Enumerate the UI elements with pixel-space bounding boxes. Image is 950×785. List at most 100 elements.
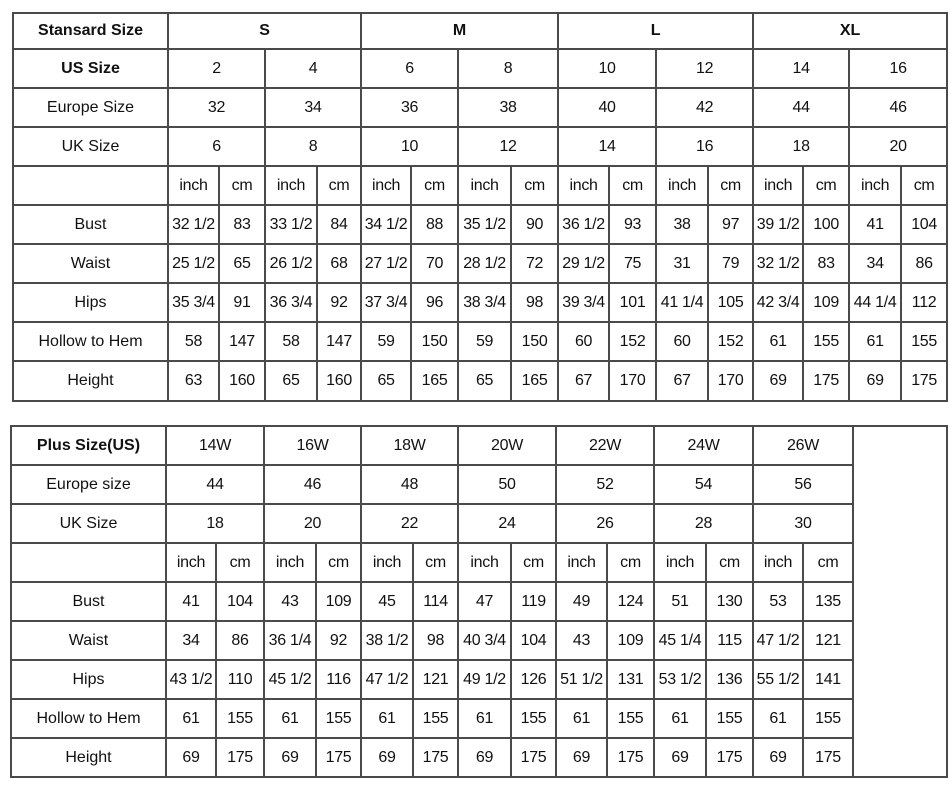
unit-cm: cm xyxy=(606,542,655,583)
unit-inch: inch xyxy=(457,542,512,583)
plus-us-size-value: 26W xyxy=(752,425,854,466)
unit-inch: inch xyxy=(457,165,513,206)
measurement-value: 147 xyxy=(315,321,363,362)
measurement-value: 96 xyxy=(410,282,460,323)
measurement-label: Height xyxy=(12,360,169,402)
plus-us-size-value: 20W xyxy=(457,425,557,466)
unit-inch: inch xyxy=(165,542,217,583)
measurement-value: 135 xyxy=(802,581,854,622)
unit-inch: inch xyxy=(653,542,707,583)
measurement-value: 61 xyxy=(653,698,707,739)
measurement-value: 109 xyxy=(315,581,362,622)
unit-inch: inch xyxy=(263,542,317,583)
measurement-value: 147 xyxy=(218,321,266,362)
measurement-value: 98 xyxy=(510,282,560,323)
plus-europe-size-row-label: Europe size xyxy=(10,464,167,505)
unit-inch: inch xyxy=(360,165,413,206)
measurement-value: 69 xyxy=(457,737,512,778)
unit-cm: cm xyxy=(218,165,266,206)
measurement-value: 175 xyxy=(215,737,265,778)
measurement-value: 61 xyxy=(555,698,608,739)
measurement-value: 38 1/2 xyxy=(360,620,414,661)
size-group-row: Stansard Size S M L XL xyxy=(12,12,949,50)
measurement-value: 49 1/2 xyxy=(457,659,512,700)
measurement-value: 92 xyxy=(315,282,363,323)
measurement-value: 70 xyxy=(410,243,460,284)
europe-size-value: 34 xyxy=(263,87,363,128)
us-size-value: 16 xyxy=(848,48,949,89)
measurement-value: 86 xyxy=(900,243,949,284)
unit-cm: cm xyxy=(215,542,265,583)
uk-size-value: 8 xyxy=(263,126,363,167)
unit-inch: inch xyxy=(752,542,804,583)
uk-size-value: 12 xyxy=(457,126,560,167)
measurement-value: 152 xyxy=(707,321,755,362)
header-label: Plus Size(US) xyxy=(10,425,167,466)
measurement-value: 45 1/4 xyxy=(653,620,707,661)
measurement-value: 31 xyxy=(655,243,710,284)
measurement-label: Hollow to Hem xyxy=(12,321,169,362)
measurement-value: 115 xyxy=(705,620,754,661)
europe-size-value: 42 xyxy=(655,87,755,128)
measurement-value: 130 xyxy=(705,581,754,622)
size-group-l: L xyxy=(557,12,755,50)
measurement-value: 65 xyxy=(218,243,266,284)
measurement-value: 105 xyxy=(707,282,755,323)
measurement-value: 175 xyxy=(315,737,362,778)
plus-size-chart: Plus Size(US) 14W 16W 18W 20W 22W 24W 26W Europe… xyxy=(10,425,948,778)
measurement-label: Hips xyxy=(10,659,167,700)
measurement-value: 97 xyxy=(707,204,755,245)
unit-cm: cm xyxy=(608,165,658,206)
europe-size-value: 32 xyxy=(167,87,266,128)
measurement-label: Hollow to Hem xyxy=(10,698,167,739)
measurement-value: 65 xyxy=(360,360,413,402)
measurement-value: 110 xyxy=(215,659,265,700)
plus-us-size-row: Plus Size(US) 14W 16W 18W 20W 22W 24W 26W xyxy=(10,425,948,778)
measurement-value: 170 xyxy=(707,360,755,402)
uk-size-value: 14 xyxy=(557,126,658,167)
us-size-row: US Size 2 4 6 8 10 12 14 16 xyxy=(12,48,949,89)
unit-row: inch cm inch cm inch cm inch cm inch cm inch cm inch… xyxy=(12,165,949,206)
unit-inch: inch xyxy=(555,542,608,583)
measurement-value: 119 xyxy=(510,581,557,622)
measurement-value: 42 3/4 xyxy=(752,282,805,323)
measurement-value: 25 1/2 xyxy=(167,243,220,284)
measurement-value: 175 xyxy=(705,737,754,778)
measurement-value: 104 xyxy=(510,620,557,661)
unit-row-blank xyxy=(10,542,167,583)
measurement-value: 34 xyxy=(848,243,903,284)
measurement-value: 136 xyxy=(705,659,754,700)
measurement-value: 28 1/2 xyxy=(457,243,513,284)
measurement-value: 92 xyxy=(315,620,362,661)
measurement-value: 155 xyxy=(315,698,362,739)
measurement-value: 155 xyxy=(802,321,851,362)
measurement-value: 101 xyxy=(608,282,658,323)
uk-size-row-label: UK Size xyxy=(12,126,169,167)
europe-size-row: Europe Size 32 34 36 38 40 42 44 46 xyxy=(12,87,949,128)
measurement-value: 69 xyxy=(555,737,608,778)
measurement-value: 126 xyxy=(510,659,557,700)
measurement-value: 29 1/2 xyxy=(557,243,611,284)
measurement-value: 67 xyxy=(655,360,710,402)
measurement-value: 61 xyxy=(752,321,805,362)
measurement-value: 36 3/4 xyxy=(264,282,318,323)
standard-size-chart: Stansard Size S M L XL US Size 2 4 6 8 10 12 14 16 Eur… xyxy=(12,12,949,402)
unit-inch: inch xyxy=(557,165,611,206)
measurement-value: 67 xyxy=(557,360,611,402)
unit-inch: inch xyxy=(848,165,903,206)
measurement-value: 60 xyxy=(557,321,611,362)
measurement-value: 175 xyxy=(900,360,949,402)
measurement-value: 35 3/4 xyxy=(167,282,220,323)
measurement-value: 84 xyxy=(315,204,363,245)
measurement-label: Hips xyxy=(12,282,169,323)
measurement-value: 69 xyxy=(263,737,317,778)
plus-us-size-value: 18W xyxy=(360,425,459,466)
plus-europe-size-value: 54 xyxy=(653,464,754,505)
unit-cm: cm xyxy=(707,165,755,206)
plus-measurement-row: Hips 43 1/2 110 45 1/2 116 47 1/2 121 49 1/2 126… xyxy=(10,659,947,700)
measurement-value: 68 xyxy=(315,243,363,284)
measurement-value: 44 1/4 xyxy=(848,282,903,323)
measurement-value: 61 xyxy=(263,698,317,739)
measurement-value: 150 xyxy=(410,321,460,362)
plus-us-size-value: 14W xyxy=(165,425,265,466)
